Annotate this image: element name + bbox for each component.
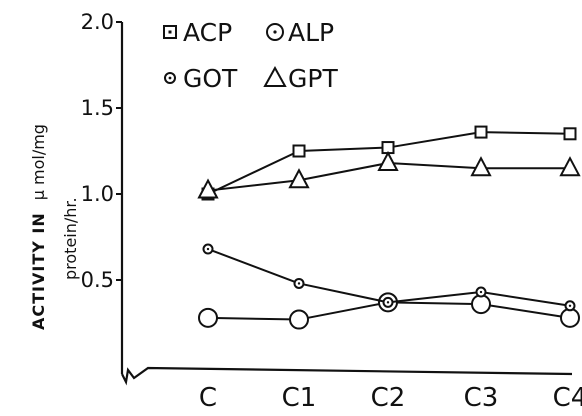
legend-marker-dot — [273, 30, 277, 34]
legend-label-acp: ACP — [183, 18, 232, 47]
legend-item-alp: ALP — [266, 18, 334, 47]
x-tick-label: C1 — [282, 383, 317, 413]
legend-marker-dot — [168, 30, 172, 34]
point-center-got — [206, 247, 210, 251]
legend-marker-dot — [168, 76, 172, 80]
point-gpt — [470, 156, 492, 177]
point-alp — [560, 307, 580, 328]
y-tick-label: 0.5 — [81, 268, 114, 292]
x-tick-label: C — [199, 383, 217, 413]
series-got — [202, 243, 576, 312]
series-layer — [197, 125, 581, 330]
point-gpt — [197, 178, 219, 199]
point-center-got — [568, 304, 572, 307]
y-axis-label: ACTIVITY IN μ mol/mg — [29, 124, 48, 330]
y-axis-label-unit: μ mol/mg — [29, 124, 48, 200]
series-gpt — [197, 150, 581, 199]
point-acp — [474, 125, 488, 139]
x-tick-label: C3 — [464, 383, 499, 413]
point-acp — [292, 144, 306, 158]
point-alp — [198, 307, 218, 328]
x-tick-label: C4 — [553, 383, 582, 413]
svg-text:ACTIVITY IN μ mol/mg: ACTIVITY IN μ mol/mg — [29, 124, 48, 330]
point-center-got — [297, 282, 301, 285]
point-acp — [563, 127, 577, 141]
point-gpt — [288, 168, 310, 189]
y-tick-label: 2.0 — [81, 10, 114, 34]
y-axis-label-line2-wrap: protein/hr. — [61, 197, 80, 280]
point-center-got — [386, 301, 390, 304]
point-center-got — [479, 290, 483, 294]
point-alp — [289, 309, 309, 330]
y-ticks: 0.5 1.0 1.5 2.0 — [81, 10, 122, 292]
x-axis-line — [121, 366, 573, 386]
legend-label-got: GOT — [183, 64, 238, 93]
legend: ACP ALP GOT GPT — [163, 18, 338, 93]
legend-item-acp: ACP — [163, 18, 232, 47]
y-axis-label-bold: ACTIVITY IN — [29, 212, 48, 330]
point-gpt — [377, 150, 399, 172]
axes — [120, 22, 573, 386]
x-tick-label: C2 — [371, 383, 406, 413]
y-tick-label: 1.5 — [81, 96, 114, 120]
series-acp — [201, 125, 577, 201]
legend-item-got: GOT — [164, 64, 238, 93]
legend-label-gpt: GPT — [288, 64, 338, 93]
y-tick-label: 1.0 — [81, 182, 114, 206]
y-axis-label-line2: protein/hr. — [61, 197, 80, 280]
x-ticks: C C1 C2 C3 C4 — [199, 383, 582, 413]
point-gpt — [559, 156, 581, 177]
point-alp — [471, 294, 491, 315]
legend-item-gpt: GPT — [263, 64, 338, 93]
legend-label-alp: ALP — [288, 18, 334, 47]
legend-marker-gpt — [263, 65, 287, 87]
